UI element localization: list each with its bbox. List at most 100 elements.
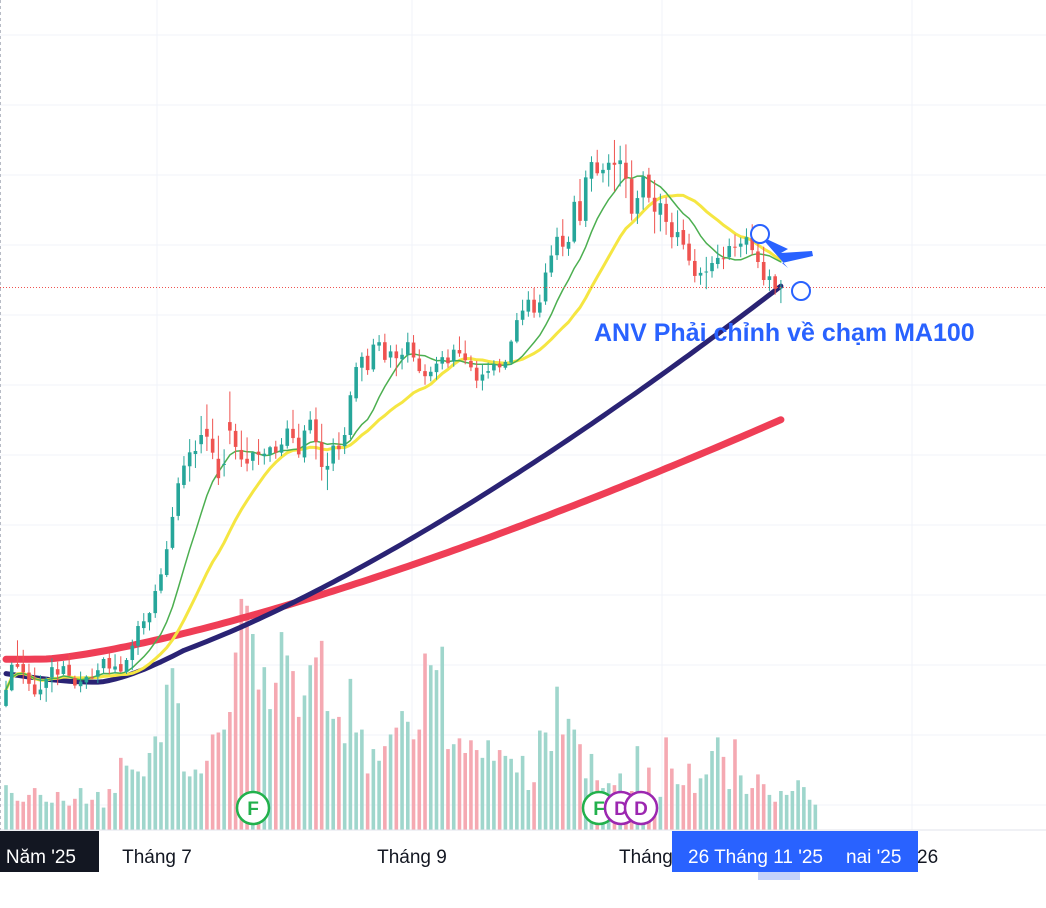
- candle-body: [629, 179, 634, 214]
- ma-medium-path: [4, 193, 783, 692]
- candle-body: [164, 549, 169, 576]
- candle-body: [750, 237, 754, 251]
- event-marker-circle: [235, 790, 271, 826]
- volume-bar: [428, 665, 433, 831]
- candle-body: [480, 374, 485, 381]
- volume-bar: [388, 734, 393, 830]
- volume-bar: [136, 771, 140, 830]
- candle-body: [365, 355, 370, 371]
- volume-bar: [451, 744, 456, 830]
- crosshair-date-label: 26 Tháng 11 '25: [688, 847, 823, 868]
- volume-bar: [342, 743, 347, 830]
- volume-bar: [21, 801, 26, 830]
- candle-body: [147, 613, 152, 623]
- candle-body: [84, 676, 89, 683]
- volume-bar: [239, 598, 244, 830]
- annotation-arrow[interactable]: [750, 224, 813, 301]
- volume-bar: [319, 640, 324, 830]
- candle-body: [153, 591, 158, 614]
- candle-body: [578, 201, 582, 221]
- volume-bar: [32, 788, 37, 830]
- event-marker-f[interactable]: F: [235, 790, 271, 826]
- candle-body: [543, 272, 548, 302]
- candle-body: [216, 458, 221, 479]
- volume-bar: [44, 801, 48, 830]
- volume-bar: [159, 742, 163, 830]
- candle-body: [90, 677, 94, 679]
- volume-bar: [302, 695, 307, 830]
- arrow-handle-start[interactable]: [750, 224, 770, 244]
- volume-bar: [233, 652, 238, 830]
- ma-short-line: [5, 175, 782, 691]
- candle-body: [101, 659, 106, 669]
- event-marker-d[interactable]: D: [623, 790, 659, 826]
- candle-body: [469, 360, 473, 368]
- volume-bar: [61, 800, 66, 830]
- volume-bar: [331, 718, 335, 830]
- volume-bar: [492, 760, 496, 830]
- candle-body: [222, 463, 226, 465]
- volume-bar: [675, 784, 680, 830]
- candle-body: [50, 667, 54, 678]
- arrow-handle-end[interactable]: [791, 281, 811, 301]
- volume-bar: [141, 776, 146, 831]
- candle-body: [463, 353, 467, 361]
- volume-bar: [354, 732, 358, 830]
- volume-bar: [721, 756, 726, 831]
- arrow-head-icon[interactable]: [760, 236, 813, 268]
- candle-body: [744, 237, 749, 245]
- candle-body: [342, 435, 347, 447]
- volume-bar: [360, 729, 364, 830]
- candle-body: [566, 241, 571, 249]
- candle-body: [268, 447, 272, 455]
- candle-body: [526, 299, 531, 312]
- candle-body: [136, 626, 140, 646]
- candle-body: [710, 263, 714, 272]
- volume-bar: [572, 729, 577, 830]
- candle-body: [302, 430, 307, 458]
- volume-bar: [256, 689, 261, 830]
- annotation-text[interactable]: ANV Phải chỉnh về chạm MA100: [594, 319, 975, 347]
- volume-bar: [400, 711, 404, 830]
- volume-bar: [417, 729, 422, 830]
- x-tick-label: Tháng 9: [377, 847, 447, 868]
- volume-bar: [296, 716, 301, 830]
- candle-body: [675, 232, 680, 238]
- candle-body: [486, 371, 490, 373]
- volume-bar: [526, 790, 531, 830]
- event-marker-label: D: [634, 799, 648, 820]
- volume-bar: [423, 653, 427, 830]
- candle-body: [693, 260, 697, 276]
- volume-bar: [15, 800, 20, 830]
- candle-body: [549, 255, 554, 273]
- candle-body: [4, 689, 8, 706]
- volume-bars: [4, 598, 818, 831]
- volume-bar: [199, 773, 203, 830]
- candle-body: [44, 679, 48, 688]
- x-tick-label: Tháng 7: [122, 847, 192, 868]
- candle-body: [38, 689, 43, 695]
- volume-bar: [205, 760, 209, 830]
- candle-body: [285, 428, 290, 446]
- candle-body: [291, 428, 295, 439]
- volume-bar: [480, 757, 485, 830]
- volume-bar: [170, 668, 175, 830]
- candle-body: [612, 162, 617, 165]
- volume-bar: [182, 771, 186, 830]
- candle-body: [624, 162, 628, 179]
- candle-body: [377, 342, 381, 346]
- event-marker-circle: [623, 790, 659, 826]
- candle-body: [606, 162, 611, 170]
- volume-bar: [394, 727, 399, 831]
- volume-bar: [802, 787, 806, 830]
- candle-body: [647, 174, 651, 198]
- candle-body: [635, 198, 640, 214]
- volume-bar: [222, 729, 226, 830]
- volume-bar: [681, 785, 686, 830]
- volume-bar: [371, 749, 376, 830]
- volume-bar: [365, 773, 370, 830]
- volume-bar: [406, 721, 410, 830]
